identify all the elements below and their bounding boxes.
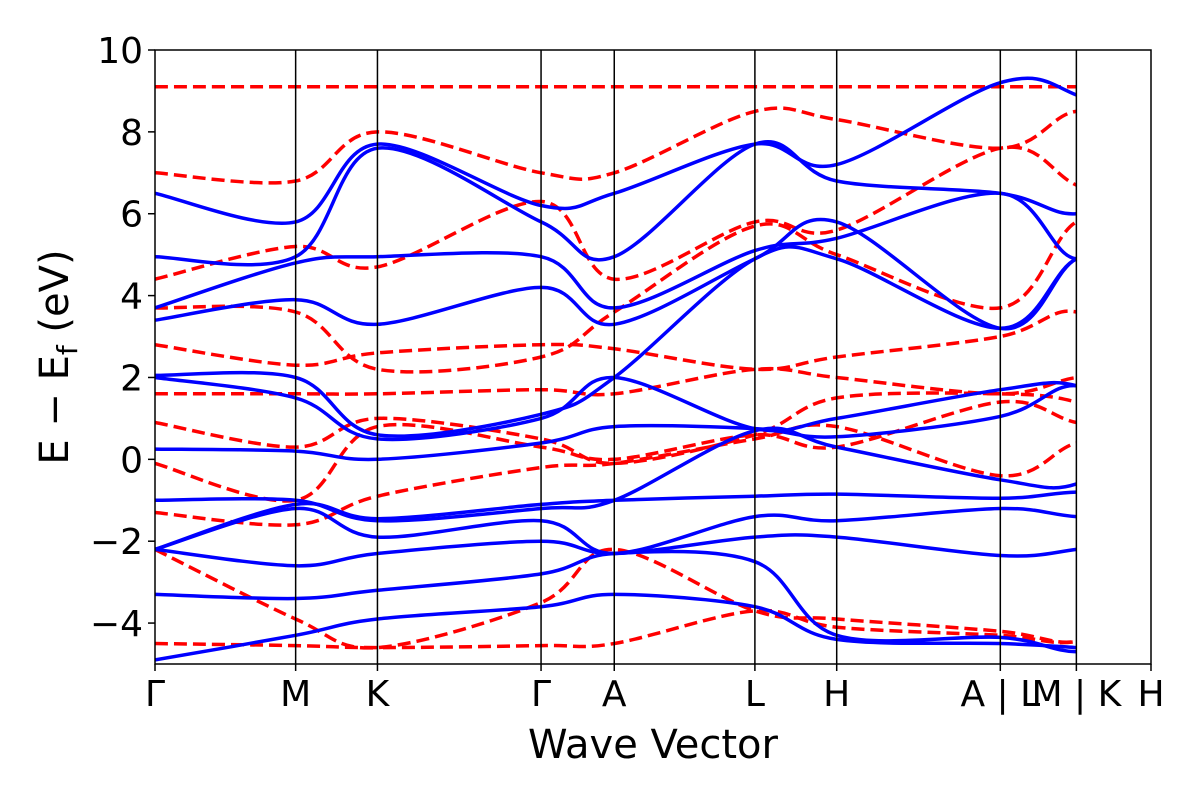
solid-band-line-12	[155, 78, 1076, 223]
x-tick-label: Γ	[145, 674, 165, 715]
x-tick-label: L	[745, 674, 765, 715]
x-tick-label: M	[280, 674, 311, 715]
solid-band-line-8	[155, 247, 1076, 436]
y-tick-label: 8	[120, 113, 143, 154]
x-tick-label: Γ	[531, 674, 551, 715]
x-tick-label: A | L	[960, 674, 1040, 715]
x-tick-label: K	[366, 674, 391, 715]
y-axis-label: E − Ef (eV)	[32, 249, 84, 464]
solid-band-line-7	[155, 377, 1076, 439]
dashed-band-line-6	[155, 311, 1076, 369]
plot-frame	[155, 50, 1151, 664]
dashed-band-line-5	[155, 369, 1076, 395]
y-tick-label: 4	[120, 277, 143, 318]
x-tick-label: H	[823, 674, 850, 715]
x-tick-label: M | K	[1032, 674, 1123, 715]
y-tick-label: −4	[90, 604, 143, 645]
dashed-band-line-9	[155, 108, 1076, 183]
y-axis-label-main: E − E	[32, 355, 78, 465]
x-axis: Γ M K Γ A L H A | LM | K H	[145, 664, 1165, 715]
y-tick-label: 0	[120, 440, 143, 481]
bands-layer	[155, 78, 1076, 660]
y-axis: 10 8 6 4 2 0 −2 −4	[90, 31, 155, 645]
y-tick-label: −2	[90, 522, 143, 563]
y-tick-label: 6	[120, 195, 143, 236]
y-axis-label-unit: (eV)	[32, 249, 78, 345]
solid-band-line-3	[155, 508, 1076, 553]
x-tick-label: A	[602, 674, 627, 715]
y-tick-label: 10	[97, 31, 143, 72]
solid-band-line-2	[155, 535, 1076, 566]
x-tick-label: H	[1137, 674, 1164, 715]
y-tick-label: 2	[120, 358, 143, 399]
band-structure-chart: 10 8 6 4 2 0 −2 −4 Γ M K Γ A L H A | LM | K H Wave Vect…	[0, 0, 1200, 800]
x-axis-label: Wave Vector	[528, 722, 779, 768]
